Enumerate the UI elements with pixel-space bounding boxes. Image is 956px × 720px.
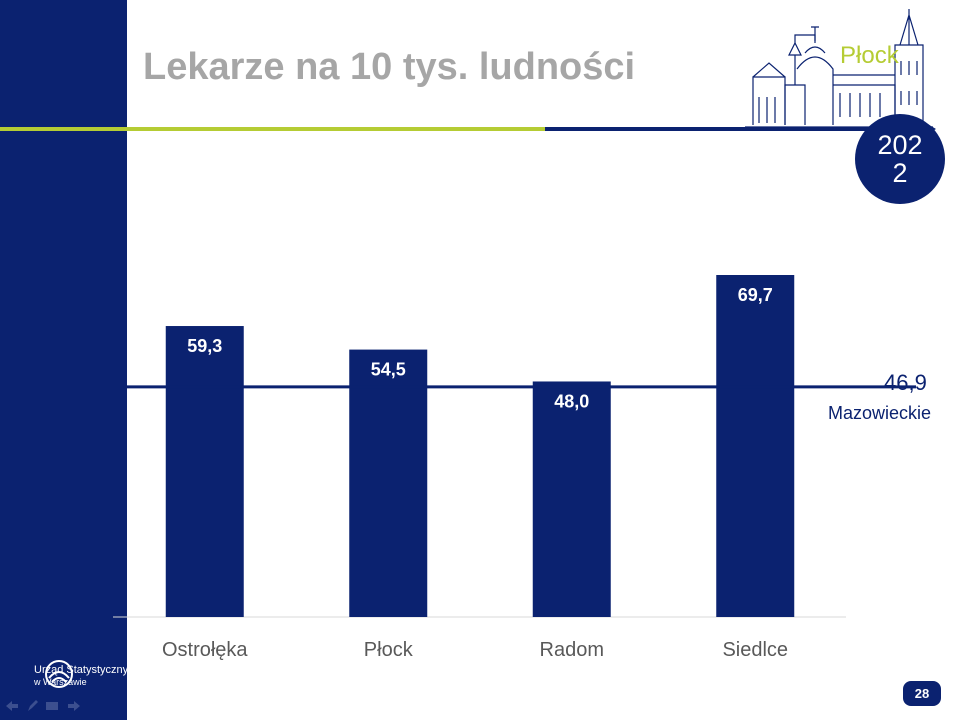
slide-navigation [6, 700, 80, 711]
slide-title: Lekarze na 10 tys. ludności [143, 46, 636, 88]
logo-icon [45, 660, 73, 688]
category-label: Siedlce [722, 639, 788, 661]
bar-radom [532, 381, 611, 617]
year-text: 2022 [877, 129, 923, 188]
bar-value-label: 54,5 [371, 360, 406, 380]
reference-value: 46,9 [884, 370, 927, 395]
header-rule-green [0, 127, 545, 131]
bar-ostrołęka [165, 326, 244, 617]
logo-line2: w Warszawie [34, 676, 87, 687]
category-label: Ostrołęka [162, 639, 248, 661]
logo-line1: Urząd Statystyczny [34, 664, 129, 676]
bar-value-label: 48,0 [554, 391, 589, 411]
bar-siedlce [716, 275, 795, 617]
header-rule-blue [545, 127, 930, 131]
reference-label: Mazowieckie [828, 403, 932, 423]
bar-płock [349, 349, 428, 617]
page-number: 28 [914, 686, 930, 701]
left-sidebar [0, 0, 127, 720]
year-badge: 2022 [855, 114, 945, 204]
category-label: Radom [540, 639, 604, 661]
pen-icon[interactable] [28, 700, 38, 711]
city-name: Płock [840, 42, 899, 69]
page-number-badge: 28 [903, 681, 941, 706]
next-slide-icon[interactable] [68, 701, 80, 711]
category-label: Płock [364, 639, 414, 661]
logo-text: Urząd Statystyczny w Warszawie [34, 664, 128, 687]
bar-value-label: 69,7 [738, 285, 773, 305]
menu-icon[interactable] [46, 702, 58, 710]
bar-value-label: 59,3 [187, 336, 222, 356]
prev-slide-icon[interactable] [6, 701, 18, 711]
